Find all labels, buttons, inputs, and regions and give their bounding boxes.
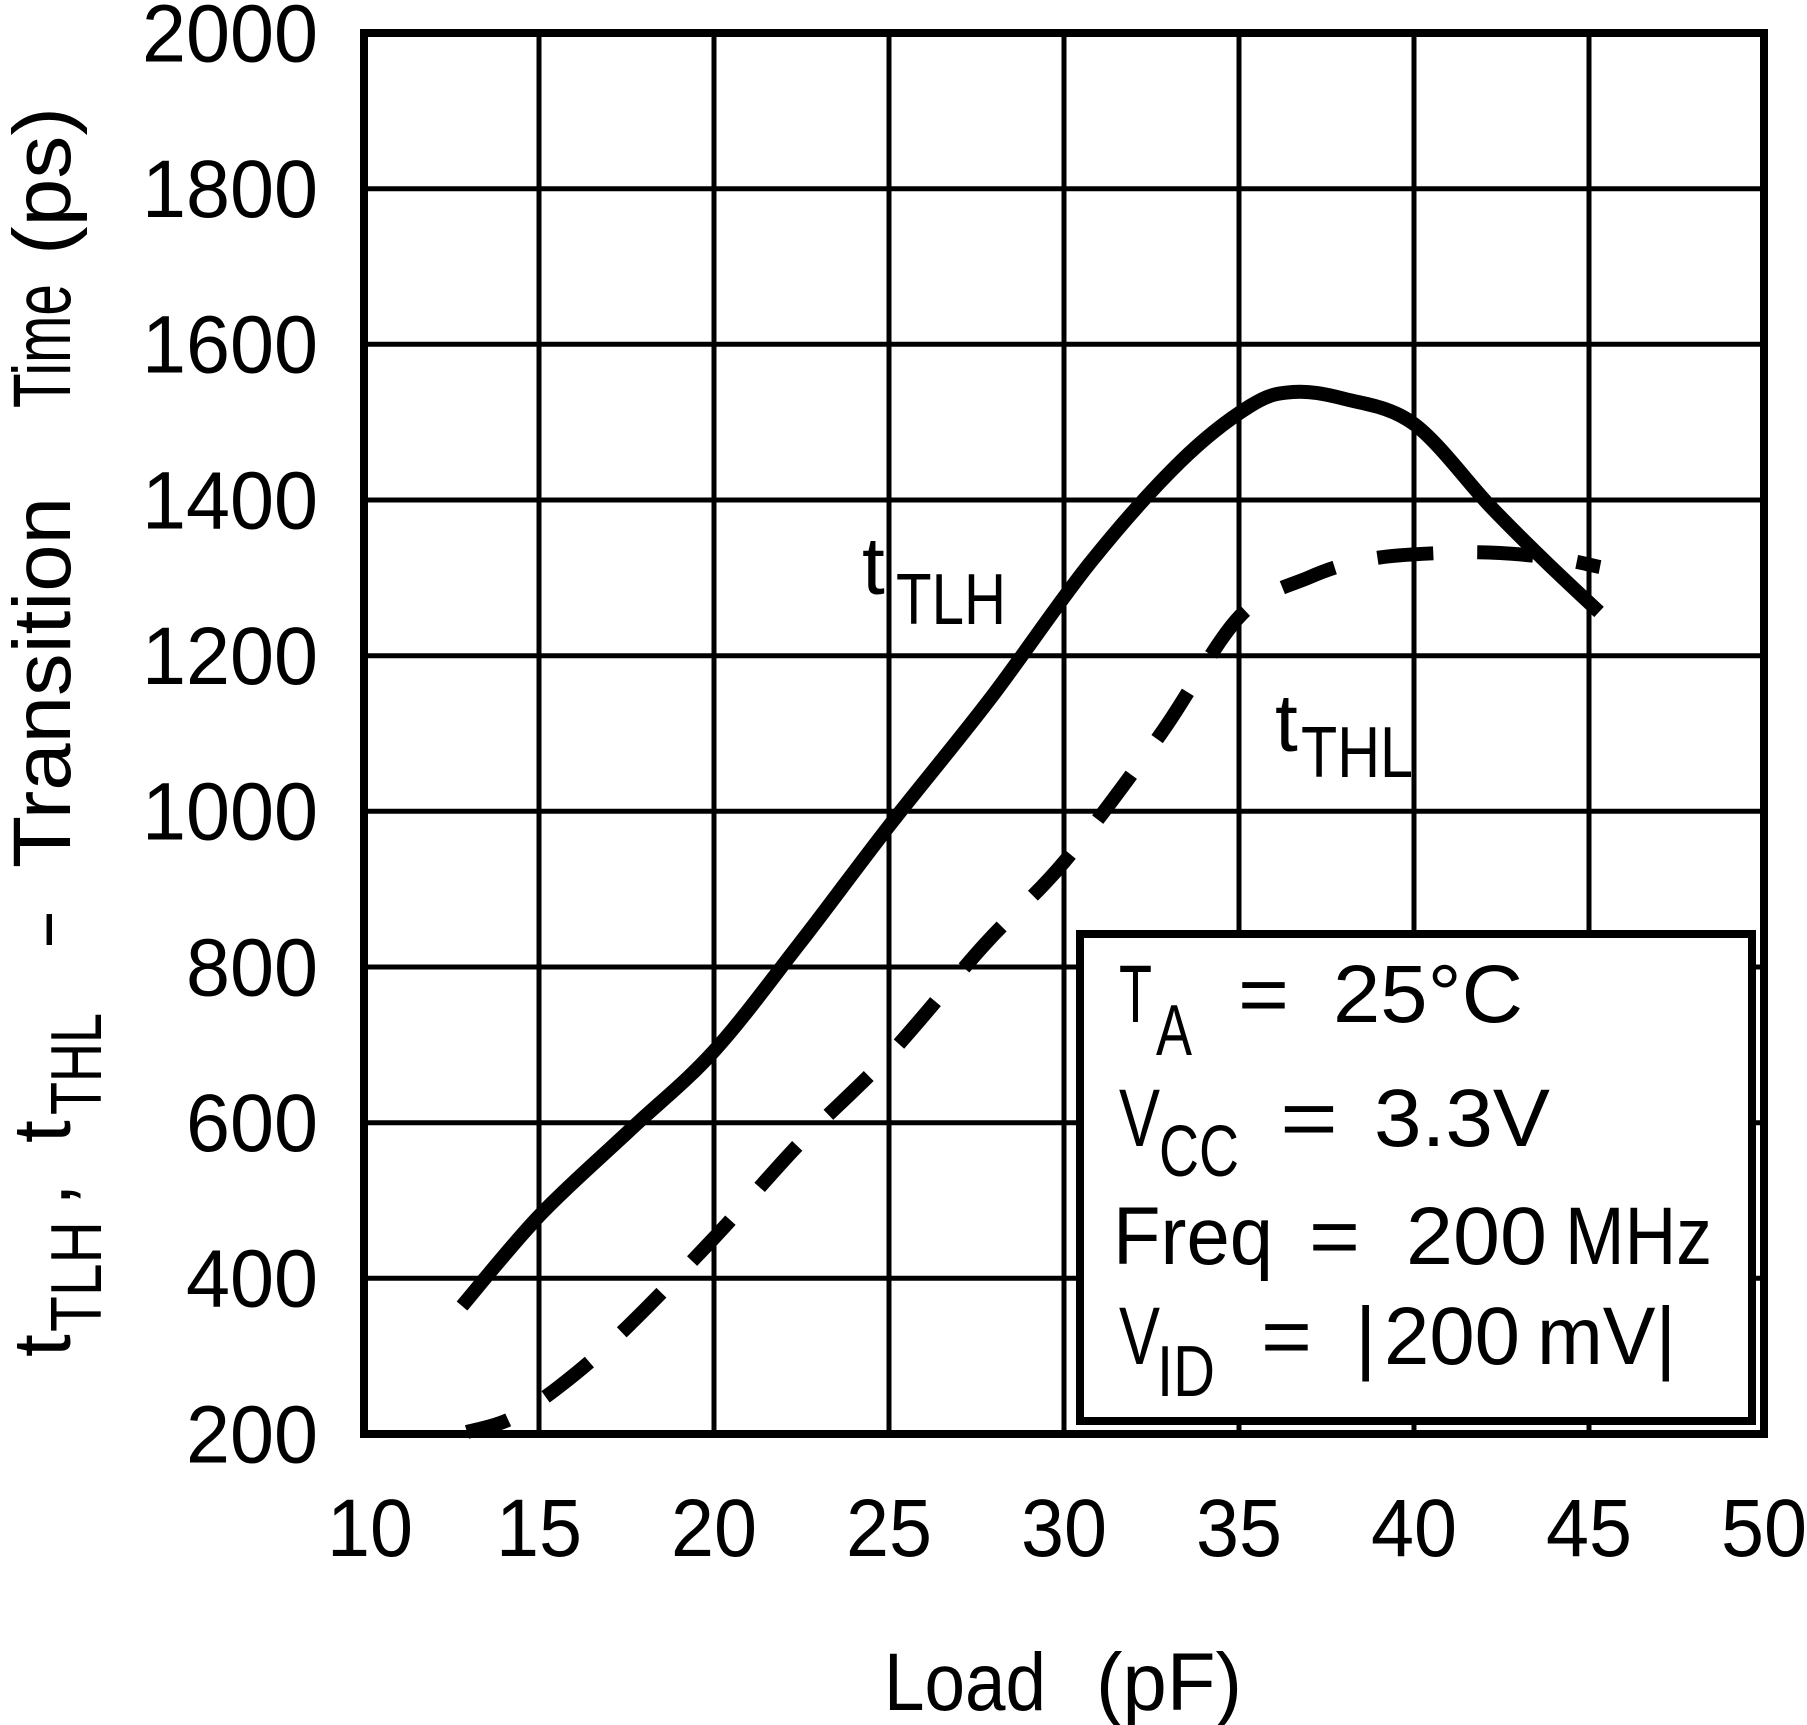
svg-text:THL: THL bbox=[1301, 713, 1413, 793]
svg-text:1800: 1800 bbox=[142, 144, 318, 235]
svg-text:V: V bbox=[1119, 1073, 1160, 1164]
svg-text:800: 800 bbox=[186, 922, 318, 1013]
svg-text:–: – bbox=[0, 914, 88, 945]
svg-text:30: 30 bbox=[1021, 1483, 1107, 1574]
svg-text:=: = bbox=[1238, 949, 1289, 1040]
svg-text:TLH: TLH bbox=[896, 560, 1006, 640]
svg-text:20: 20 bbox=[671, 1483, 757, 1574]
svg-text:1600: 1600 bbox=[142, 300, 318, 391]
svg-text:200: 200 bbox=[1406, 1191, 1547, 1282]
svg-text:,: , bbox=[0, 1183, 88, 1206]
svg-text:Load: Load bbox=[884, 1637, 1046, 1725]
svg-text:THL: THL bbox=[37, 1013, 117, 1115]
svg-text:t: t bbox=[0, 1334, 88, 1357]
svg-text:(ps): (ps) bbox=[0, 107, 88, 255]
svg-text:1200: 1200 bbox=[142, 611, 318, 702]
svg-text:CC: CC bbox=[1159, 1112, 1239, 1192]
svg-text:Freq: Freq bbox=[1113, 1191, 1273, 1282]
svg-text:(pF): (pF) bbox=[1096, 1637, 1242, 1725]
svg-text:400: 400 bbox=[186, 1234, 318, 1325]
svg-text:45: 45 bbox=[1546, 1483, 1632, 1574]
svg-text:3.3V: 3.3V bbox=[1374, 1073, 1550, 1164]
svg-text:TLH: TLH bbox=[37, 1221, 117, 1332]
svg-text:Transition: Transition bbox=[0, 497, 88, 868]
svg-text:=: = bbox=[1261, 1291, 1312, 1382]
svg-text:1000: 1000 bbox=[142, 767, 318, 858]
svg-text:25°C: 25°C bbox=[1333, 949, 1523, 1040]
svg-text:25: 25 bbox=[846, 1483, 932, 1574]
svg-text:A: A bbox=[1156, 991, 1192, 1071]
svg-text:V: V bbox=[1119, 1291, 1160, 1382]
svg-text:t: t bbox=[0, 1120, 88, 1143]
svg-text:50: 50 bbox=[1721, 1483, 1807, 1574]
svg-text:2000: 2000 bbox=[142, 0, 318, 79]
svg-text:10: 10 bbox=[327, 1483, 413, 1574]
svg-text:T: T bbox=[1119, 949, 1152, 1040]
svg-text:=: = bbox=[1280, 1073, 1338, 1164]
svg-text:35: 35 bbox=[1196, 1483, 1282, 1574]
svg-text:40: 40 bbox=[1371, 1483, 1457, 1574]
svg-text:Time: Time bbox=[0, 284, 88, 408]
svg-text:ID: ID bbox=[1157, 1332, 1215, 1412]
svg-text:t: t bbox=[862, 521, 885, 612]
svg-text:|: | bbox=[1355, 1291, 1376, 1382]
svg-text:200: 200 bbox=[1384, 1291, 1520, 1382]
svg-text:=: = bbox=[1309, 1191, 1360, 1282]
svg-text:15: 15 bbox=[496, 1483, 582, 1574]
svg-text:200: 200 bbox=[186, 1389, 318, 1480]
svg-text:MHz: MHz bbox=[1565, 1191, 1712, 1282]
svg-text:t: t bbox=[1275, 678, 1298, 769]
svg-text:mV|: mV| bbox=[1537, 1291, 1676, 1382]
svg-text:1400: 1400 bbox=[142, 455, 318, 546]
svg-text:600: 600 bbox=[186, 1078, 318, 1169]
